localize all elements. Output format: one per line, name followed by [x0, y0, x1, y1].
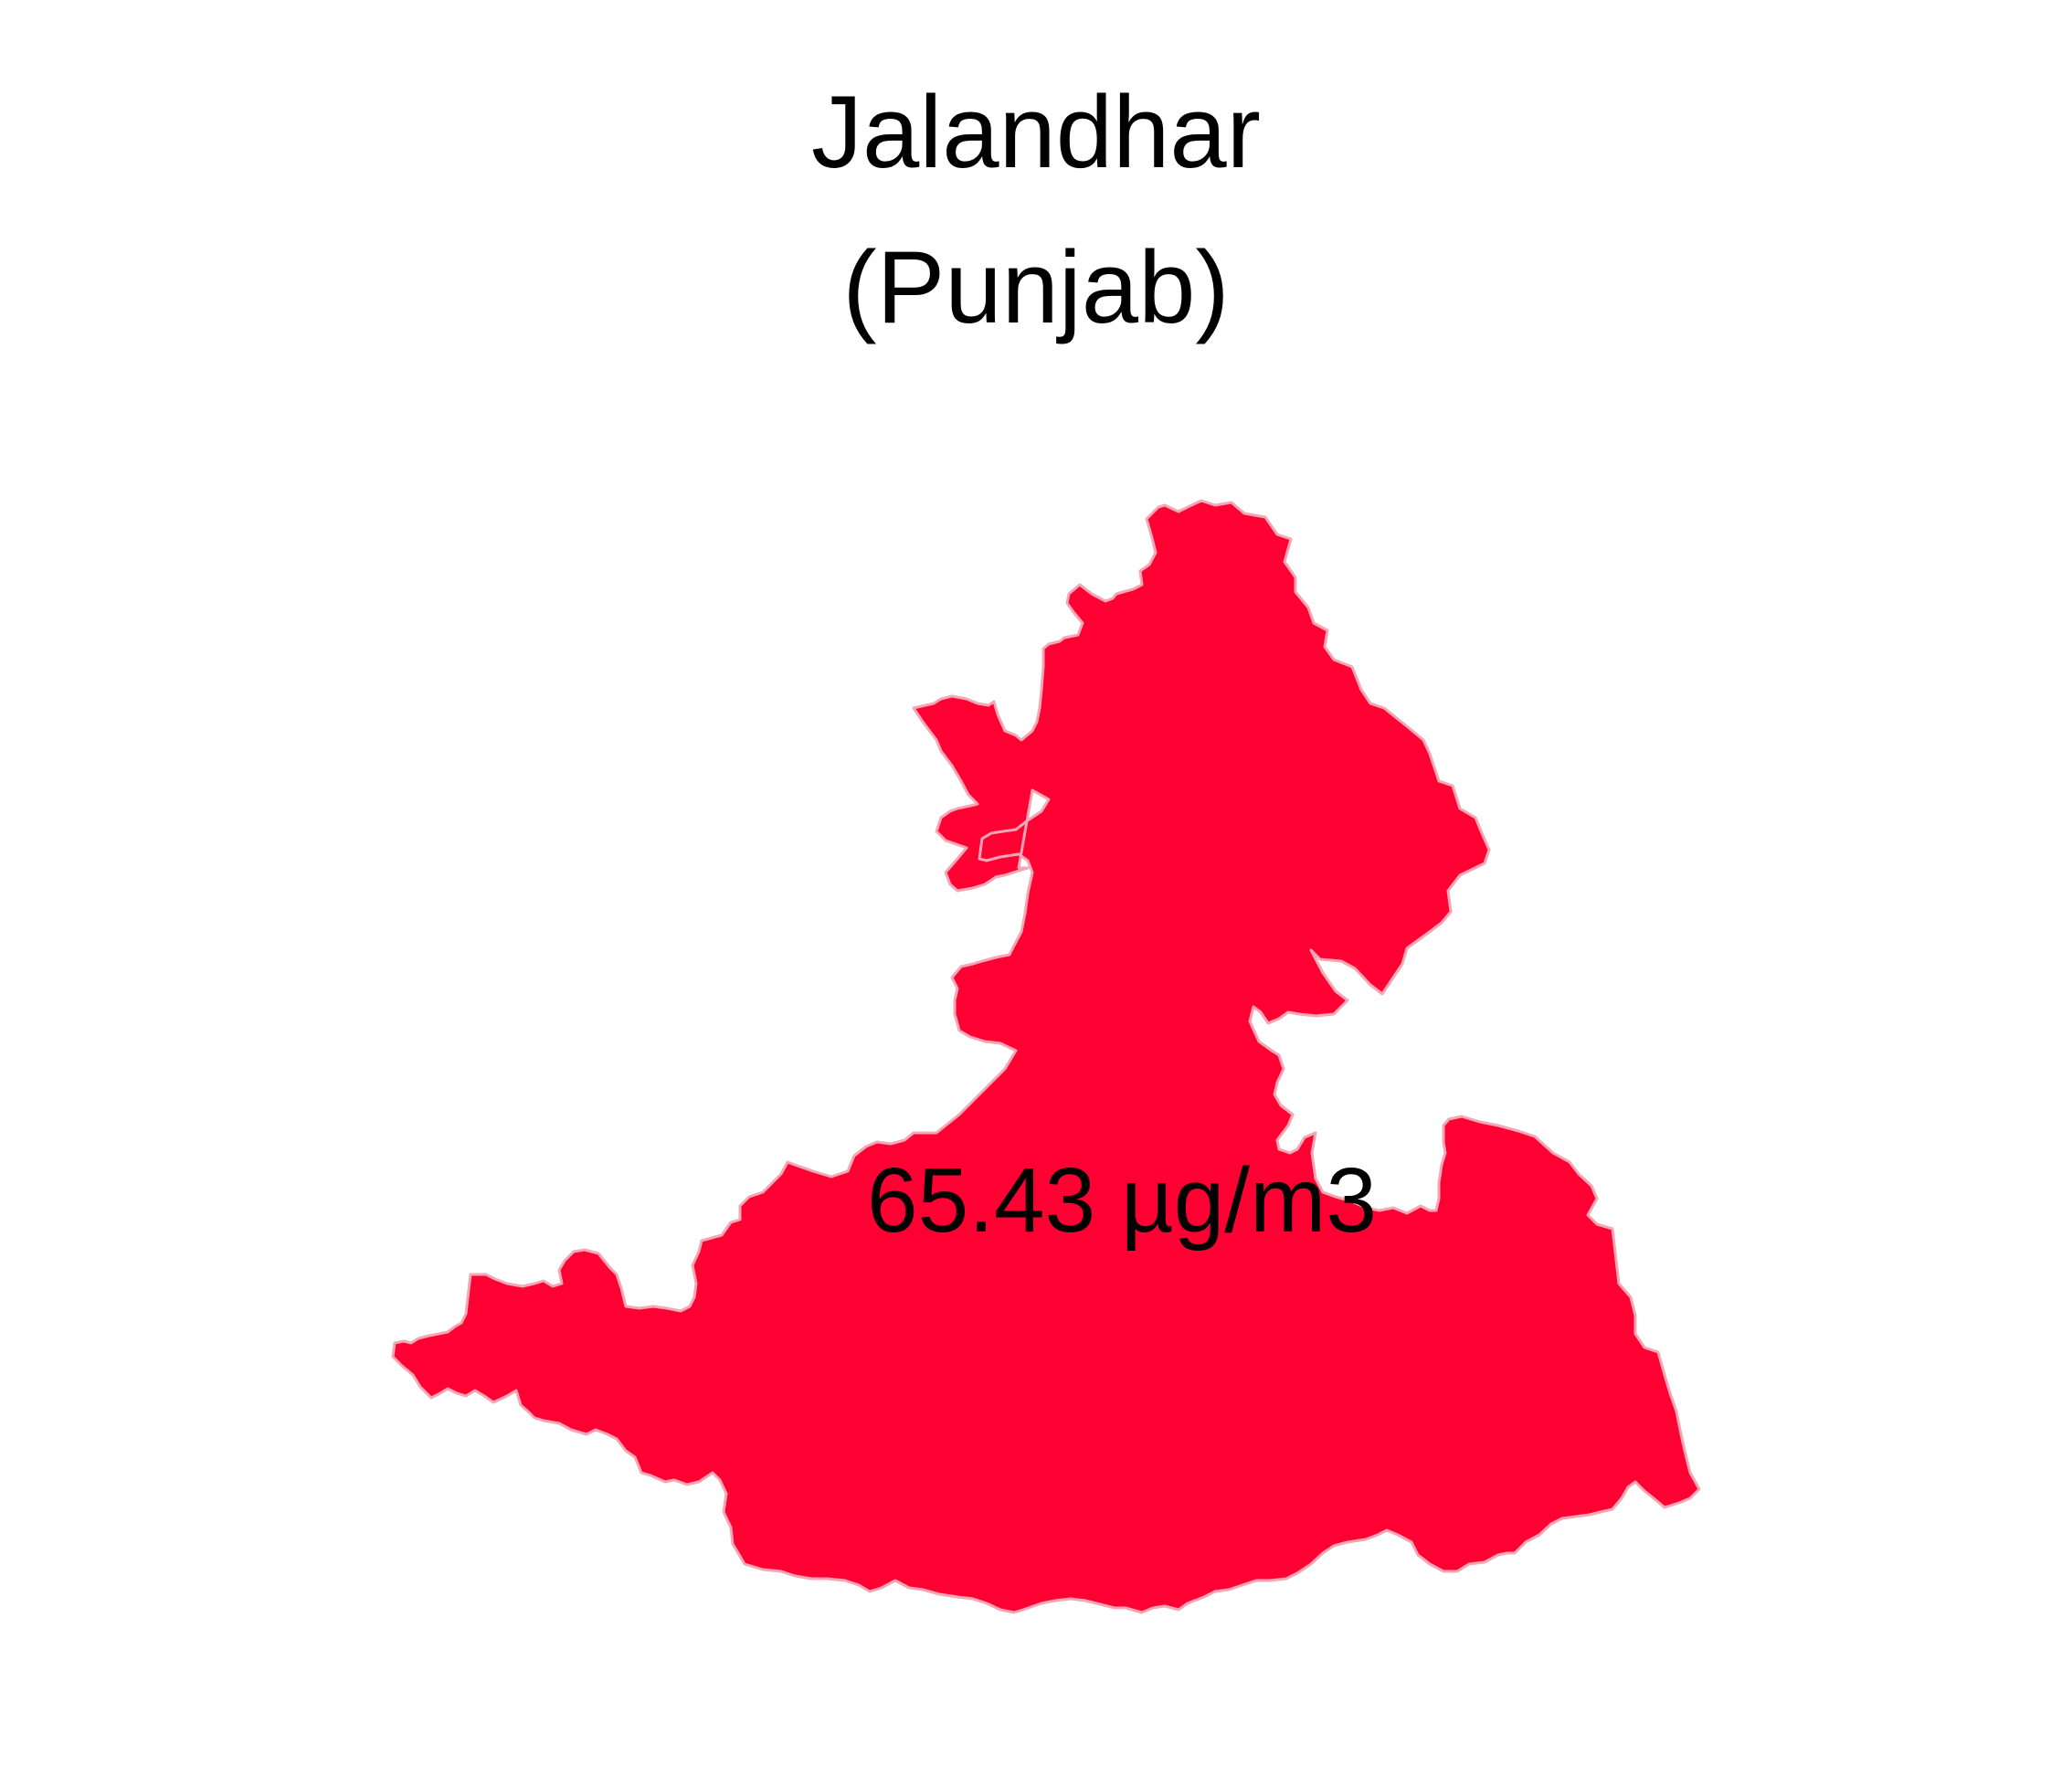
- map-subtitle: (Punjab): [842, 230, 1230, 344]
- map-title-block: Jalandhar (Punjab): [0, 55, 2072, 365]
- map-title: Jalandhar: [811, 75, 1261, 189]
- region-value-label: 65.43 µg/m3: [867, 1149, 1377, 1252]
- jalandhar-district-shape[interactable]: [391, 499, 1701, 1614]
